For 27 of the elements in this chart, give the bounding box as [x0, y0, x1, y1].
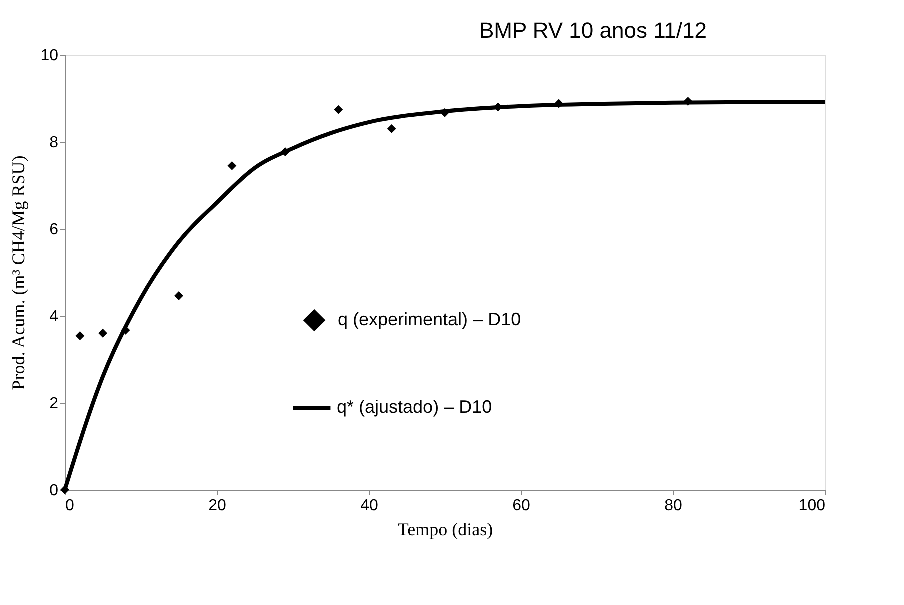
y-tick-label: 4 [50, 308, 59, 326]
x-tick-label: 100 [798, 498, 826, 514]
point [387, 124, 396, 134]
x-tick-label: 20 [208, 498, 226, 514]
point [280, 148, 290, 156]
x-tick-label: 0 [66, 498, 74, 514]
point [76, 332, 85, 340]
y-tick-label: 8 [50, 134, 59, 152]
point [228, 161, 237, 170]
chart-title: BMP RV 10 anos 11/12 [480, 18, 707, 43]
y-axis-title: Prod. Acum. (m³ CH4/Mg RSU) [8, 156, 29, 390]
point [684, 97, 693, 106]
x-tick-label: 80 [664, 498, 682, 514]
point [554, 99, 564, 108]
legend-label: q* (ajustado) – D10 [337, 397, 492, 417]
point [98, 328, 108, 338]
x-tick-label: 60 [512, 498, 530, 514]
y-tick-label: 6 [50, 222, 59, 238]
y-tick-label: 0 [50, 482, 59, 500]
y-tick-label: 2 [50, 396, 59, 412]
legend-label: q (experimental) – D10 [338, 310, 522, 330]
y-tick-label: 10 [40, 48, 59, 64]
point [440, 108, 450, 118]
point [334, 105, 344, 114]
x-axis-title: Tempo (dias) [398, 520, 494, 540]
point [174, 292, 184, 300]
x-tick-label: 40 [360, 498, 378, 514]
